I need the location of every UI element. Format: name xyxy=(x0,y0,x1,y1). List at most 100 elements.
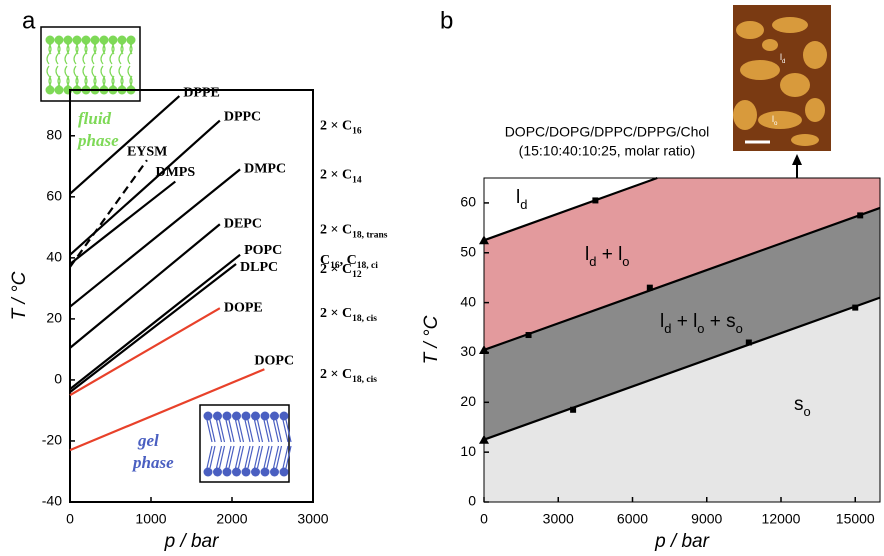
tail xyxy=(109,43,115,65)
head xyxy=(63,35,73,45)
line-label: DMPC xyxy=(244,162,286,177)
line-label: DLPC xyxy=(240,260,278,275)
chain-label-part: , C xyxy=(340,253,357,268)
head xyxy=(279,411,289,421)
y-tick-label: 50 xyxy=(460,243,476,259)
tail xyxy=(206,419,216,469)
y-tick-label: 60 xyxy=(46,188,62,204)
line-label: DPPE xyxy=(183,85,220,100)
region-label: so xyxy=(794,394,811,419)
chain-label-part: C xyxy=(320,253,330,268)
tail xyxy=(118,65,124,87)
line-label: DMPS xyxy=(155,165,195,180)
x-tick-label: 0 xyxy=(480,511,488,527)
tail xyxy=(127,43,133,65)
x-tick-label: 6000 xyxy=(617,511,648,527)
chain-label: 2 × C18, cis xyxy=(320,367,377,385)
afm-domain xyxy=(805,98,825,122)
line xyxy=(69,95,181,195)
line xyxy=(69,159,148,268)
head xyxy=(99,35,109,45)
line xyxy=(69,223,221,349)
x-tick-label: 0 xyxy=(66,511,74,527)
y-axis-title: T / °C xyxy=(421,315,442,364)
x-tick-label: 3000 xyxy=(297,511,328,527)
region-label: ld xyxy=(516,187,527,212)
head xyxy=(108,35,118,45)
x-tick-label: 2000 xyxy=(216,511,247,527)
region-label-part: + l xyxy=(596,244,622,265)
line xyxy=(69,253,241,390)
line xyxy=(69,168,241,308)
data-point xyxy=(592,197,599,204)
region-label-part: o xyxy=(804,404,811,419)
head xyxy=(203,411,213,421)
tail xyxy=(118,43,124,65)
afm-domain xyxy=(791,134,819,146)
line-label: DOPC xyxy=(254,353,294,368)
tail xyxy=(91,65,97,87)
line xyxy=(69,368,265,452)
x-tick-label: 1000 xyxy=(135,511,166,527)
tail xyxy=(73,43,79,65)
y-tick-label: -40 xyxy=(42,493,62,509)
phase-region xyxy=(484,297,880,502)
tail xyxy=(263,419,273,469)
head xyxy=(203,467,213,477)
line xyxy=(69,307,221,397)
composition: (15:10:40:10:25, molar ratio) xyxy=(519,143,696,159)
afm-domain xyxy=(740,60,780,80)
head xyxy=(45,35,55,45)
head xyxy=(241,411,251,421)
chain-label: 2 × C14 xyxy=(320,168,362,186)
head xyxy=(270,467,279,477)
y-tick-label: 30 xyxy=(460,343,476,359)
line-label: DEPC xyxy=(224,217,262,232)
afm-image xyxy=(733,5,831,151)
region-label: ld + lo xyxy=(585,244,629,269)
head xyxy=(232,411,241,421)
head xyxy=(90,35,100,45)
chain-label-part: 14 xyxy=(352,176,362,186)
region-label-part: l xyxy=(585,244,589,265)
chain-label-part: 18, trans xyxy=(352,230,388,240)
tail xyxy=(82,43,88,65)
x-tick-label: 15000 xyxy=(836,511,875,527)
data-point xyxy=(745,339,752,346)
head xyxy=(251,411,260,421)
chain-label: 2 × C16 xyxy=(320,119,362,137)
x-axis-title: p / bar xyxy=(164,531,220,552)
tail xyxy=(282,419,292,469)
chain-label: 2 × C18, cis xyxy=(320,306,377,324)
phase-boundary xyxy=(483,206,881,352)
image-label: lo xyxy=(772,114,778,127)
afm-domain xyxy=(736,21,764,39)
chain-label-part: 18, cis xyxy=(352,314,377,324)
y-tick-label: -20 xyxy=(42,432,62,448)
region-label-part: o xyxy=(736,321,743,336)
chain-label-part: 2 × C xyxy=(320,119,352,134)
tail xyxy=(234,419,245,469)
region-label: ld + lo + so xyxy=(660,311,743,336)
data-point xyxy=(857,212,864,219)
y-tick-label: 20 xyxy=(46,310,62,326)
line-label: POPC xyxy=(244,243,282,258)
line xyxy=(69,180,176,265)
arrow-head xyxy=(792,154,802,165)
data-point xyxy=(570,406,577,413)
chain-label-part: 16 xyxy=(330,261,340,271)
image-label: ld xyxy=(780,52,785,65)
data-point xyxy=(852,304,859,311)
tail xyxy=(100,43,106,65)
region-label-part: o xyxy=(622,254,629,269)
tail xyxy=(64,65,70,87)
chain-label: 2 × C18, trans xyxy=(320,223,388,241)
head xyxy=(222,467,232,477)
tail xyxy=(272,419,283,469)
panel-label: b xyxy=(440,7,453,34)
y-tick-label: 10 xyxy=(460,443,476,459)
chain-label-part: 2 × C xyxy=(320,262,352,277)
region-label-part: o xyxy=(697,321,704,336)
head xyxy=(213,411,222,421)
chain-label-part: 2 × C xyxy=(320,168,352,183)
